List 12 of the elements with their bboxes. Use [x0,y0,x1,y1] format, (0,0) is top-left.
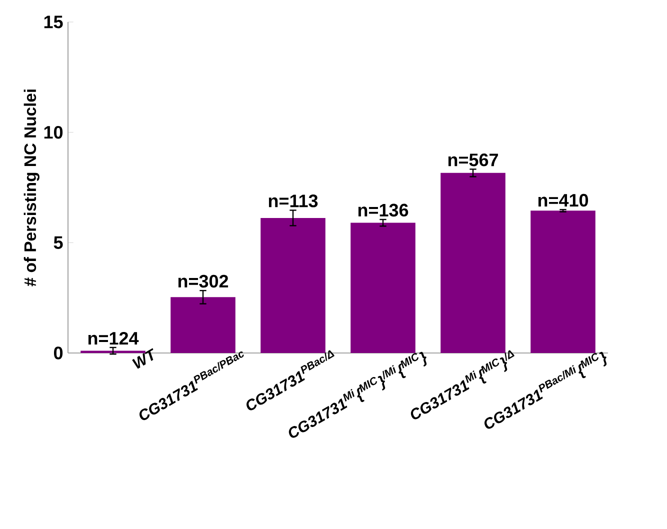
y-tick-label: 0 [54,346,63,360]
annotation: n=136 [358,204,408,217]
annotation: n=567 [448,154,498,166]
x-tick-label: WT [132,348,154,369]
annotation: n=124 [88,332,139,345]
annotation: n=302 [178,274,228,288]
y-tick-label: 5 [54,236,63,249]
annotation: n=113 [268,194,318,208]
annotation: n=410 [538,194,588,207]
y-tick-label: 15 [44,16,63,28]
y-axis-title: # of Persisting NC Nuclei [24,90,40,286]
y-tick-label: 10 [44,126,63,139]
